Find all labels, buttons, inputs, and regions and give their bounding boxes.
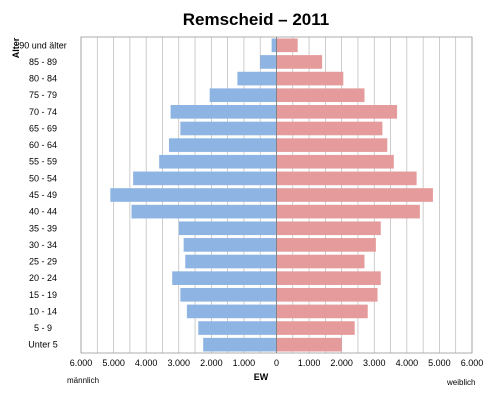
- male-label: männlich: [67, 376, 99, 385]
- bar-female: [276, 304, 368, 319]
- x-tick-label: 0: [274, 358, 279, 368]
- category-label: 25 - 29: [29, 257, 57, 267]
- bar-male: [180, 121, 277, 136]
- chart-title: Remscheid – 2011: [183, 10, 329, 29]
- category-label: 5 - 9: [34, 323, 52, 333]
- bar-female: [276, 88, 365, 103]
- female-label: weiblich: [446, 378, 475, 387]
- bar-male: [159, 154, 277, 169]
- bar-male: [209, 88, 277, 103]
- bar-male: [170, 105, 277, 119]
- bar-female: [276, 71, 344, 86]
- bar-male: [260, 55, 277, 69]
- bar-male: [172, 271, 277, 285]
- x-tick-label: 6.000: [70, 358, 93, 368]
- category-label: 80 - 84: [29, 74, 57, 84]
- x-tick-label: 2.000: [200, 358, 223, 368]
- x-axis-title: EW: [254, 372, 269, 382]
- bar-female: [276, 154, 394, 169]
- x-tick-label: 3.000: [363, 358, 386, 368]
- x-tick-label: 2.000: [330, 358, 353, 368]
- bar-female: [276, 321, 355, 335]
- bar-male: [180, 287, 277, 302]
- category-label: 35 - 39: [29, 223, 57, 233]
- category-label: 20 - 24: [29, 273, 57, 283]
- category-label: Unter 5: [28, 340, 58, 350]
- x-tick-label: 4.000: [135, 358, 158, 368]
- category-label: 30 - 34: [29, 240, 57, 250]
- bar-male: [237, 71, 277, 86]
- x-tick-label: 5.000: [428, 358, 451, 368]
- category-label: 45 - 49: [29, 190, 57, 200]
- bar-male: [131, 204, 277, 219]
- bar-male: [110, 188, 277, 202]
- category-label: 55 - 59: [29, 157, 57, 167]
- bar-female: [276, 337, 342, 352]
- category-label: 65 - 69: [29, 123, 57, 133]
- plot-area: 90 und älter 85 - 89 80 - 84 75 - 79 70 - 74…: [19, 36, 484, 368]
- bar-female: [276, 38, 298, 53]
- category-label: 70 - 74: [29, 107, 57, 117]
- category-label: 10 - 14: [29, 306, 57, 316]
- bar-male: [178, 221, 277, 236]
- bar-female: [276, 171, 417, 186]
- bar-male: [271, 38, 277, 53]
- bar-female: [276, 254, 365, 269]
- x-tick-label: 1.000: [298, 358, 321, 368]
- bar-male: [133, 171, 277, 186]
- y-axis-title: Alter: [11, 37, 21, 58]
- bar-male: [183, 238, 277, 252]
- x-tick-label: 5.000: [102, 358, 125, 368]
- category-label: 40 - 44: [29, 207, 57, 217]
- x-tick-label: 6.000: [461, 358, 484, 368]
- bar-female: [276, 221, 381, 236]
- bar-female: [276, 287, 378, 302]
- bar-female: [276, 271, 381, 285]
- bar-female: [276, 204, 420, 219]
- category-label: 85 - 89: [29, 57, 57, 67]
- bar-female: [276, 121, 383, 136]
- bar-female: [276, 138, 388, 152]
- bar-male: [203, 337, 277, 352]
- bar-female: [276, 55, 323, 69]
- category-label: 15 - 19: [29, 290, 57, 300]
- x-tick-label: 4.000: [396, 358, 419, 368]
- bar-female: [276, 188, 433, 202]
- x-tick-label: 3.000: [167, 358, 190, 368]
- category-label: 50 - 54: [29, 173, 57, 183]
- bar-male: [185, 254, 277, 269]
- x-tick-label: 1.000: [233, 358, 256, 368]
- bar-male: [168, 138, 277, 152]
- bar-male: [186, 304, 277, 319]
- bar-female: [276, 105, 398, 119]
- category-label: 75 - 79: [29, 90, 57, 100]
- category-label: 60 - 64: [29, 140, 57, 150]
- bar-male: [198, 321, 277, 335]
- bar-female: [276, 238, 376, 252]
- category-label: 90 und älter: [19, 40, 67, 50]
